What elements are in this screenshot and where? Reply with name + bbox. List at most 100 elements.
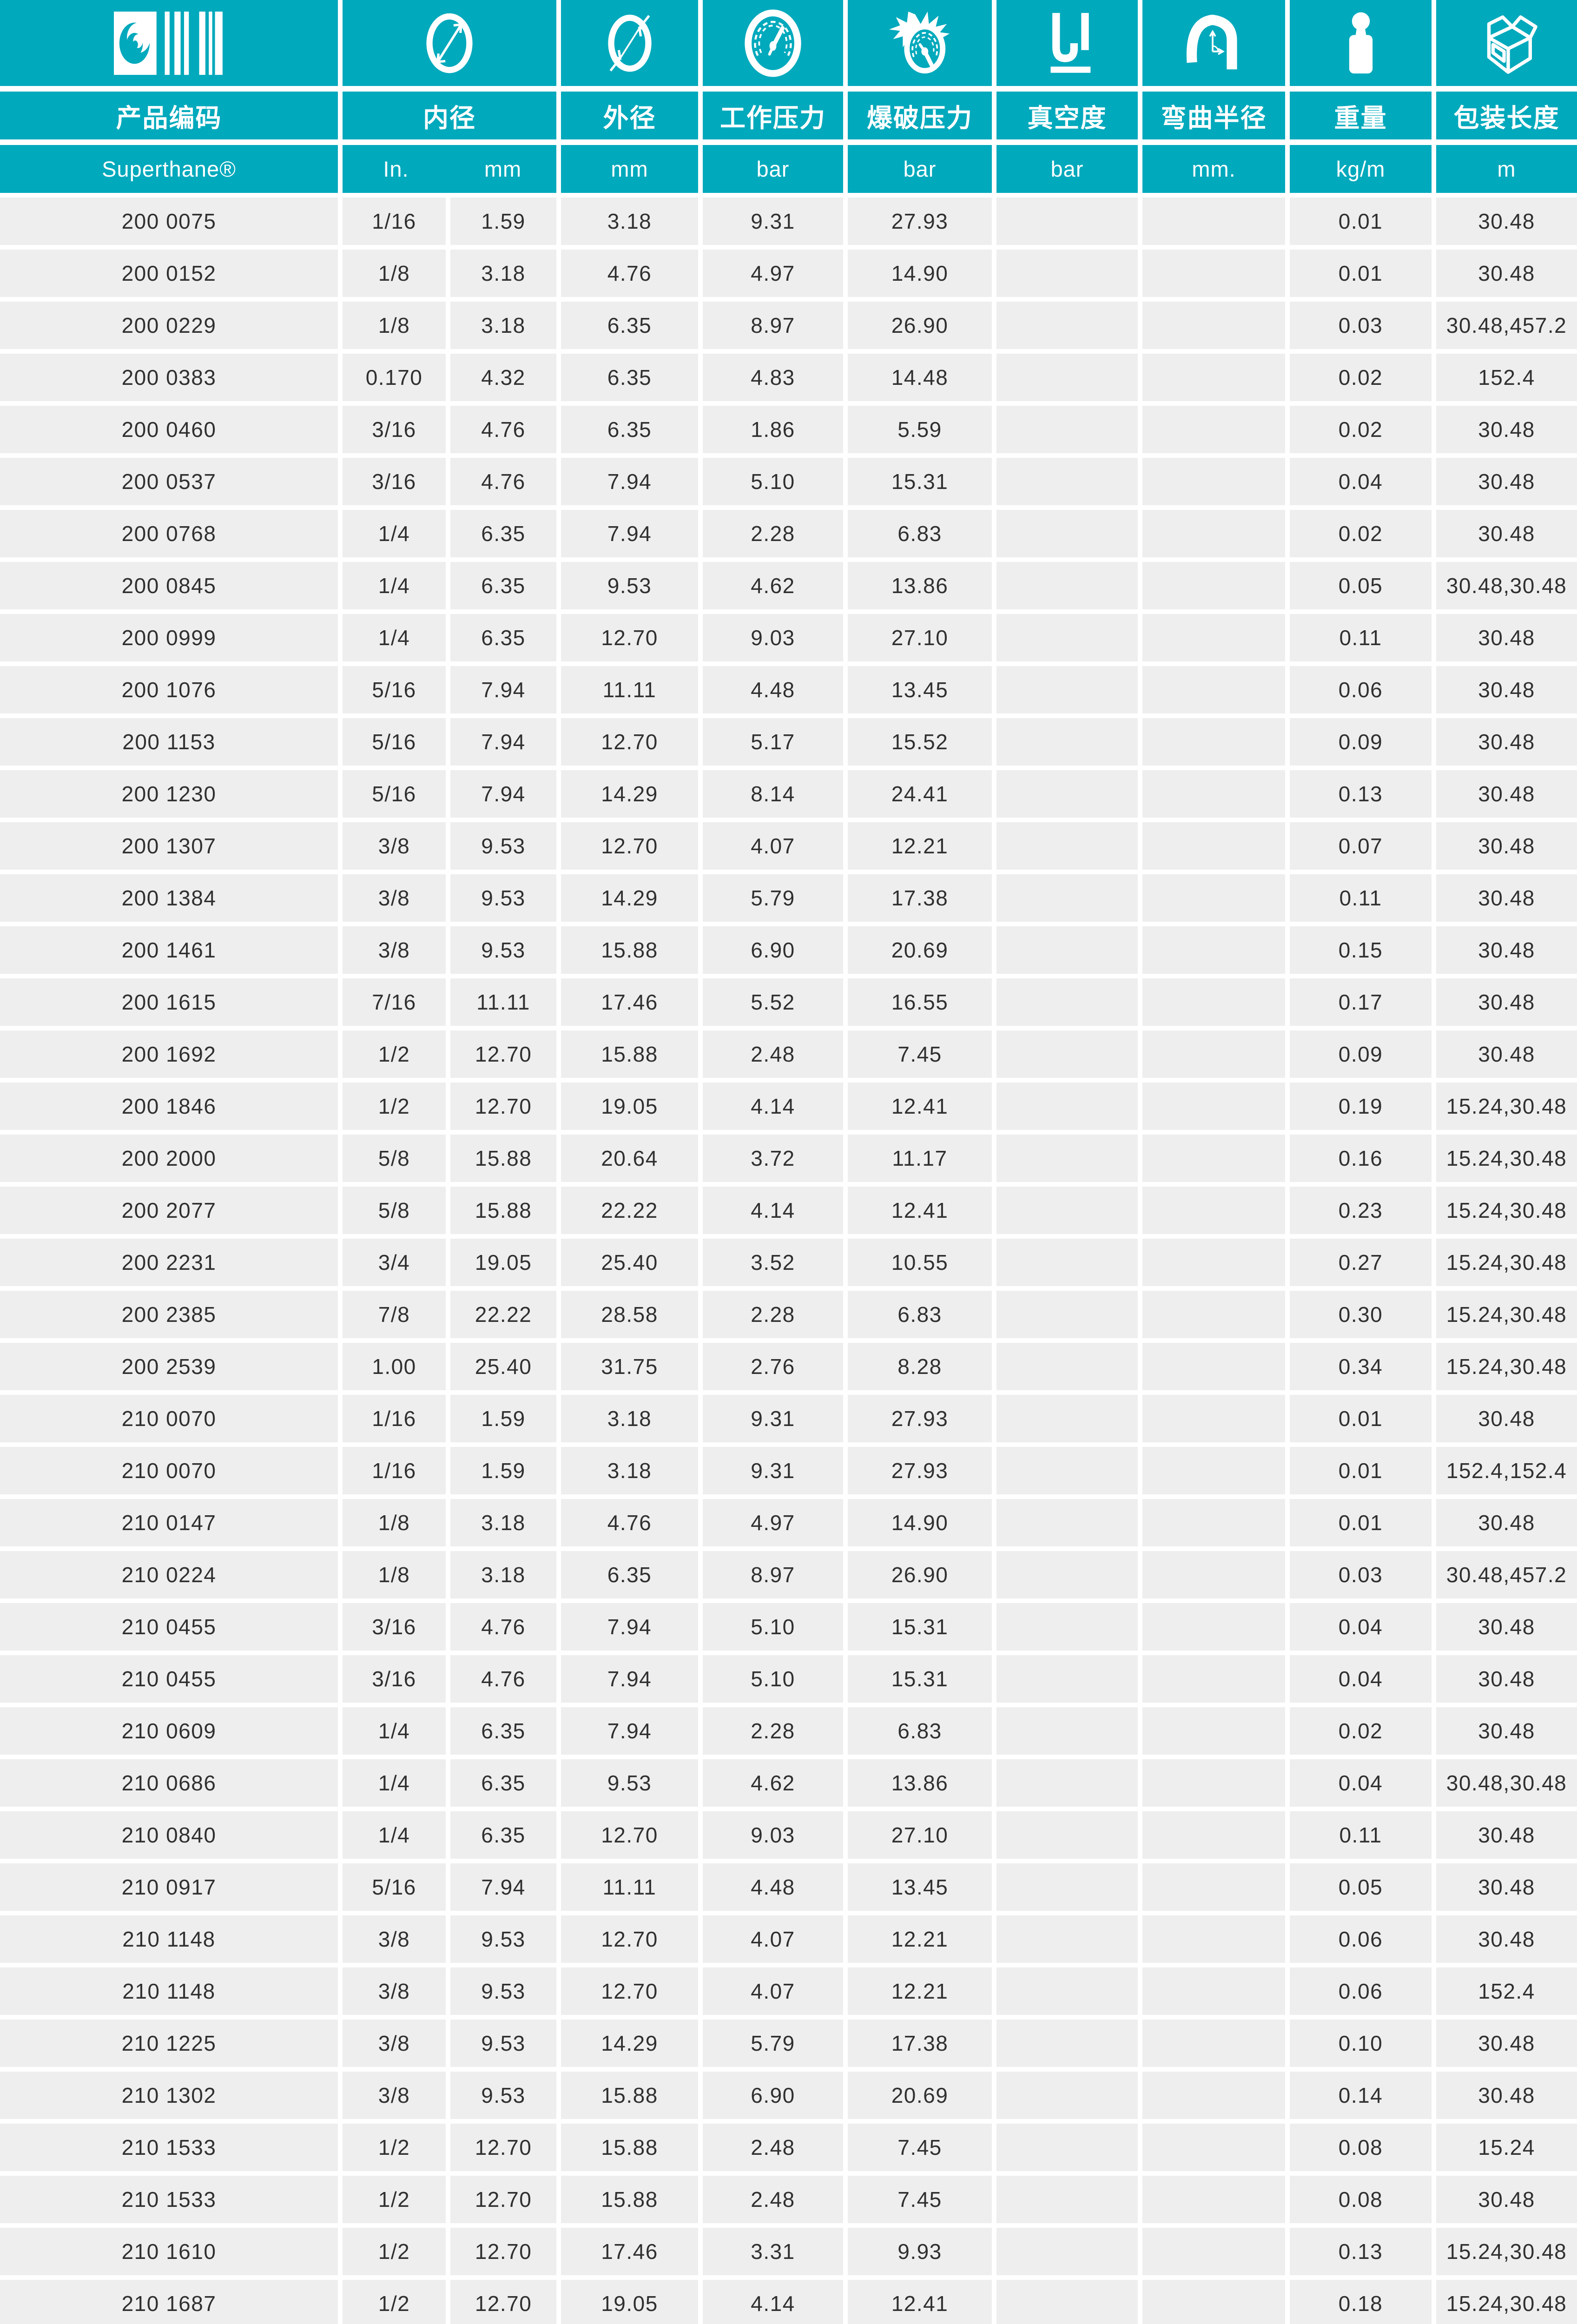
inner-diameter-in-cell: 5/16 (343, 666, 446, 713)
working-pressure-cell: 4.07 (703, 822, 843, 870)
package-length-cell: 30.48 (1436, 1915, 1577, 1963)
header-band: 产品编码 内径 外径 工作压力 爆破压力 真空度 弯曲半径 重量 包装长度 (0, 92, 1577, 139)
working-pressure-cell: 2.28 (703, 1707, 843, 1755)
outer-diameter-cell: 12.70 (561, 1915, 698, 1963)
weight-cell: 0.08 (1290, 2124, 1432, 2171)
product-code-cell: 210 1302 (0, 2072, 338, 2119)
outer-diameter-cell: 3.18 (561, 1395, 698, 1442)
vacuum-cell (996, 2072, 1138, 2119)
vacuum-cell (996, 1030, 1138, 1078)
burst-pressure-cell: 27.93 (848, 1447, 992, 1494)
package-length-cell: 30.48 (1436, 2176, 1577, 2223)
inner-diameter-mm-cell: 12.70 (450, 2124, 556, 2171)
bend-radius-cell (1142, 770, 1285, 818)
bend-radius-cell (1142, 250, 1285, 297)
weight-cell: 0.09 (1290, 1030, 1432, 1078)
product-code-cell: 210 0686 (0, 1759, 338, 1807)
working-pressure-cell: 5.52 (703, 978, 843, 1026)
product-code-cell: 210 0455 (0, 1655, 338, 1703)
working-pressure-cell: 4.48 (703, 1863, 843, 1911)
inner-diameter-mm-cell: 22.22 (450, 1291, 556, 1338)
outer-diameter-cell: 3.18 (561, 1447, 698, 1494)
burst-pressure-cell: 5.59 (848, 406, 992, 453)
vacuum-cell (996, 1187, 1138, 1234)
package-length-cell: 30.48 (1436, 2072, 1577, 2119)
inner-diameter-in-cell: 3/8 (343, 822, 446, 870)
inner-diameter-in-cell: 1/4 (343, 562, 446, 609)
bend-radius-cell (1142, 1499, 1285, 1546)
package-length-cell: 30.48,30.48 (1436, 1759, 1577, 1807)
inner-diameter-in-cell: 3/8 (343, 2072, 446, 2119)
weight-cell: 0.10 (1290, 2020, 1432, 2067)
working-pressure-cell: 4.62 (703, 562, 843, 609)
unit-burst-pressure: bar (848, 145, 992, 193)
vacuum-cell (996, 926, 1138, 974)
inner-diameter-mm-cell: 9.53 (450, 2072, 556, 2119)
working-pressure-cell: 5.17 (703, 718, 843, 766)
vacuum-cell (996, 198, 1138, 245)
bend-radius-cell (1142, 1603, 1285, 1651)
outer-diameter-cell: 7.94 (561, 510, 698, 557)
bend-radius-cell (1142, 1083, 1285, 1130)
working-pressure-cell: 5.79 (703, 874, 843, 922)
burst-pressure-cell: 12.21 (848, 1915, 992, 1963)
outer-diameter-cell: 9.53 (561, 562, 698, 609)
outer-diameter-cell: 25.40 (561, 1239, 698, 1286)
vacuum-cell (996, 1967, 1138, 2015)
weight-cell: 0.15 (1290, 926, 1432, 974)
product-code-cell: 200 2539 (0, 1343, 338, 1390)
vacuum-cell (996, 718, 1138, 766)
table-row: 210 0070 1/16 1.59 3.18 9.31 27.93 0.01 … (0, 1447, 1577, 1494)
burst-pressure-cell: 27.10 (848, 1811, 992, 1859)
inner-diameter-mm-cell: 3.18 (450, 302, 556, 349)
inner-diameter-in-cell: 5/16 (343, 1863, 446, 1911)
product-code-cell: 210 0070 (0, 1395, 338, 1442)
bend-radius-icon (1186, 14, 1237, 69)
outer-diameter-cell: 17.46 (561, 2228, 698, 2275)
inner-diameter-mm-cell: 9.53 (450, 2020, 556, 2067)
series-label: Superthane® (0, 145, 338, 193)
column-icon-inner-diameter (343, 0, 556, 86)
package-length-cell: 15.24,30.48 (1436, 2228, 1577, 2275)
product-code-cell: 200 2231 (0, 1239, 338, 1286)
package-length-cell: 15.24,30.48 (1436, 1343, 1577, 1390)
unit-vacuum: bar (996, 145, 1138, 193)
outer-diameter-cell: 6.35 (561, 406, 698, 453)
inner-diameter-mm-cell: 7.94 (450, 718, 556, 766)
working-pressure-cell: 8.14 (703, 770, 843, 818)
weight-cell: 0.11 (1290, 614, 1432, 661)
bend-radius-cell (1142, 458, 1285, 505)
inner-diameter-in-cell: 1/16 (343, 1447, 446, 1494)
vacuum-cell (996, 614, 1138, 661)
vacuum-cell (996, 1447, 1138, 1494)
table-row: 210 1610 1/2 12.70 17.46 3.31 9.93 0.13 … (0, 2228, 1577, 2275)
burst-pressure-cell: 14.48 (848, 354, 992, 401)
working-pressure-cell: 1.86 (703, 406, 843, 453)
header-weight: 重量 (1290, 92, 1432, 139)
outer-diameter-cell: 19.05 (561, 1083, 698, 1130)
bend-radius-cell (1142, 1135, 1285, 1182)
product-code-cell: 210 0070 (0, 1447, 338, 1494)
bend-radius-cell (1142, 1187, 1285, 1234)
header-outer-diameter: 外径 (561, 92, 698, 139)
bend-radius-cell (1142, 1863, 1285, 1911)
inner-diameter-in-cell: 3/16 (343, 458, 446, 505)
table-row: 210 0686 1/4 6.35 9.53 4.62 13.86 0.04 3… (0, 1759, 1577, 1807)
outer-diameter-cell: 3.18 (561, 198, 698, 245)
bend-radius-cell (1142, 1707, 1285, 1755)
package-length-cell: 30.48 (1436, 1655, 1577, 1703)
weight-icon (1349, 12, 1372, 73)
weight-cell: 0.02 (1290, 354, 1432, 401)
outer-diameter-cell: 4.76 (561, 1499, 698, 1546)
burst-pressure-cell: 13.45 (848, 1863, 992, 1911)
outer-diameter-cell: 15.88 (561, 2176, 698, 2223)
burst-pressure-cell: 10.55 (848, 1239, 992, 1286)
vacuum-cell (996, 978, 1138, 1026)
working-pressure-gauge-icon (745, 9, 801, 77)
inner-diameter-in-cell: 7/16 (343, 978, 446, 1026)
table-row: 200 2077 5/8 15.88 22.22 4.14 12.41 0.23… (0, 1187, 1577, 1234)
working-pressure-cell: 5.10 (703, 458, 843, 505)
inner-diameter-mm-cell: 12.70 (450, 1030, 556, 1078)
inner-diameter-in-cell: 0.170 (343, 354, 446, 401)
inner-diameter-in-cell: 1/8 (343, 1551, 446, 1598)
